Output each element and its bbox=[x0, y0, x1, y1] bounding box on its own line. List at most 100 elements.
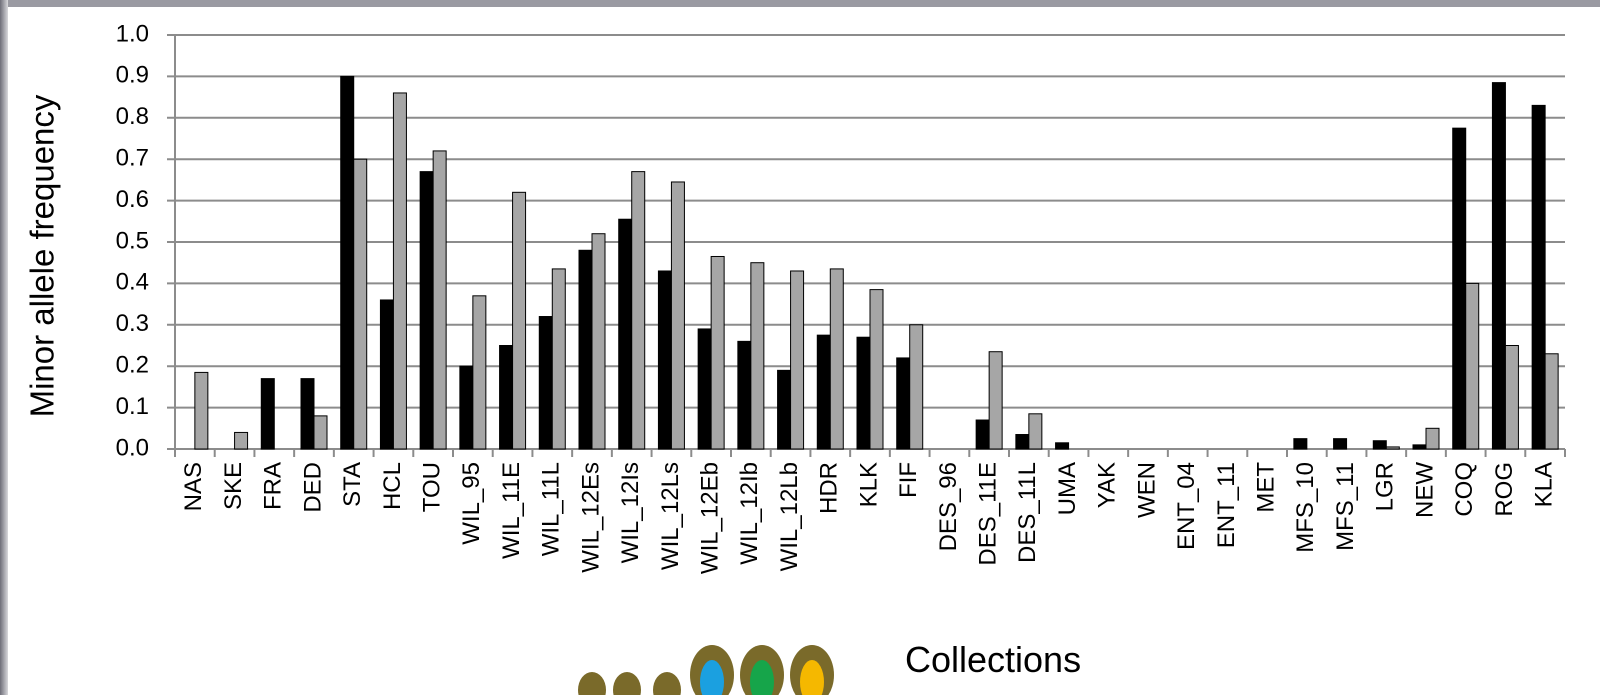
x-tick-label: DES_11E bbox=[974, 462, 1001, 566]
bar bbox=[1386, 447, 1399, 449]
bar bbox=[910, 325, 923, 449]
x-tick-label: MFS_10 bbox=[1292, 462, 1319, 553]
bar bbox=[817, 335, 830, 449]
bar bbox=[195, 372, 208, 449]
bar bbox=[738, 341, 751, 449]
bar bbox=[1545, 354, 1558, 449]
x-tick-label: WEN bbox=[1133, 462, 1160, 518]
y-tick-label: 0.2 bbox=[116, 352, 149, 379]
y-tick-label: 1.0 bbox=[116, 20, 149, 47]
bar bbox=[579, 250, 592, 449]
bar bbox=[1466, 283, 1479, 449]
bar bbox=[1334, 439, 1347, 449]
x-tick-label: WIL_11L bbox=[538, 462, 565, 556]
bar bbox=[976, 420, 989, 449]
x-tick-label: WIL_12Eb bbox=[696, 462, 723, 574]
bar bbox=[393, 93, 406, 449]
bar bbox=[857, 337, 870, 449]
x-axis-title: Collections bbox=[905, 639, 1081, 680]
x-tick-label: NAS bbox=[180, 462, 207, 511]
bar bbox=[989, 352, 1002, 449]
top-edge bbox=[0, 0, 1600, 7]
x-tick-label: UMA bbox=[1054, 462, 1081, 515]
bar bbox=[420, 172, 433, 449]
bar bbox=[1426, 428, 1439, 449]
x-tick-label: WIL_12Ls bbox=[657, 462, 684, 570]
bar bbox=[632, 172, 645, 449]
bar bbox=[897, 358, 910, 449]
bar bbox=[500, 346, 513, 450]
y-tick-label: 0.3 bbox=[116, 310, 149, 337]
bar bbox=[301, 379, 314, 449]
bar bbox=[1453, 128, 1466, 449]
x-tick-label: FRA bbox=[260, 462, 287, 510]
bar bbox=[711, 256, 724, 449]
bar bbox=[592, 234, 605, 449]
bar bbox=[1505, 346, 1518, 450]
bar bbox=[619, 219, 632, 449]
y-tick-label: 0.4 bbox=[116, 269, 149, 296]
x-tick-label: YAK bbox=[1094, 462, 1121, 508]
y-tick-label: 0.8 bbox=[116, 103, 149, 130]
x-tick-label: FIF bbox=[895, 462, 922, 498]
y-tick-label: 0.9 bbox=[116, 62, 149, 89]
x-tick-label: WIL_95 bbox=[458, 462, 485, 545]
bar bbox=[513, 192, 526, 449]
bar bbox=[341, 76, 354, 449]
bar bbox=[1532, 105, 1545, 449]
bar bbox=[751, 263, 764, 449]
x-tick-label: HCL bbox=[379, 462, 406, 510]
x-tick-label: HDR bbox=[816, 462, 843, 514]
x-tick-label: ROG bbox=[1491, 462, 1518, 517]
y-tick-label: 0.7 bbox=[116, 145, 149, 172]
y-tick-label: 0.6 bbox=[116, 186, 149, 213]
chart: Minor allele frequency Collections 0.0 0.… bbox=[0, 0, 1600, 695]
bar bbox=[460, 366, 473, 449]
x-tick-label: DES_11L bbox=[1014, 462, 1041, 563]
bar bbox=[698, 329, 711, 449]
x-tick-label: NEW bbox=[1411, 462, 1438, 518]
x-tick-label: WIL_12Ib bbox=[736, 462, 763, 565]
x-tick-label: KLA bbox=[1530, 462, 1557, 507]
x-tick-label: WIL_12Lb bbox=[776, 462, 803, 571]
bar bbox=[380, 300, 393, 449]
bar bbox=[1294, 439, 1307, 449]
left-edge bbox=[0, 0, 8, 695]
x-tick-label: STA bbox=[339, 462, 366, 507]
x-tick-label: WIL_12Es bbox=[577, 462, 604, 573]
x-tick-label: ENT_11 bbox=[1213, 462, 1240, 548]
x-tick-label: WIL_12Is bbox=[617, 462, 644, 563]
bar bbox=[552, 269, 565, 449]
y-tick-label: 0.5 bbox=[116, 227, 149, 254]
x-tick-label: DES_96 bbox=[935, 462, 962, 551]
x-tick-label: MFS_11 bbox=[1332, 462, 1359, 551]
bar bbox=[658, 271, 671, 449]
x-tick-label: MET bbox=[1252, 462, 1279, 513]
bar bbox=[671, 182, 684, 449]
bar bbox=[433, 151, 446, 449]
x-tick-label: COQ bbox=[1451, 462, 1478, 517]
bar bbox=[1492, 83, 1505, 449]
y-axis-title: Minor allele frequency bbox=[24, 94, 61, 417]
bar bbox=[539, 317, 552, 449]
bar bbox=[314, 416, 327, 449]
bar bbox=[1016, 435, 1029, 449]
bar bbox=[473, 296, 486, 449]
x-tick-label: ENT_04 bbox=[1173, 462, 1200, 550]
bar bbox=[830, 269, 843, 449]
y-tick-label: 0.0 bbox=[116, 434, 149, 461]
bar bbox=[1029, 414, 1042, 449]
bar bbox=[354, 159, 367, 449]
bar bbox=[261, 379, 274, 449]
bar bbox=[870, 290, 883, 449]
bar bbox=[1056, 443, 1069, 449]
x-tick-label: SKE bbox=[220, 462, 247, 510]
bar bbox=[791, 271, 804, 449]
bar bbox=[1413, 445, 1426, 449]
bar bbox=[1373, 441, 1386, 449]
x-tick-label: TOU bbox=[418, 462, 445, 512]
x-tick-label: DED bbox=[299, 462, 326, 513]
x-tick-label: WIL_11E bbox=[498, 462, 525, 559]
x-tick-label: LGR bbox=[1372, 462, 1399, 511]
y-tick-label: 0.1 bbox=[116, 393, 149, 420]
